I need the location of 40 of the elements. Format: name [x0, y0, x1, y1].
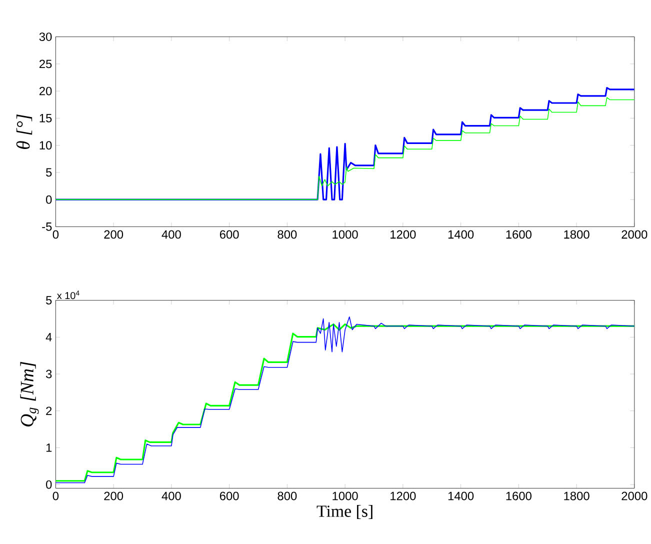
- y-tick-label: 10: [40, 141, 52, 150]
- y-tick-label: 3: [46, 370, 52, 378]
- x-tick-label: 200: [104, 230, 124, 239]
- x-tick-label: 400: [162, 492, 181, 500]
- x-tick-label: 1600: [506, 492, 532, 500]
- x-tick-label: 1000: [332, 492, 358, 500]
- x-tick-label: 2000: [622, 492, 648, 500]
- x-tick-label: 400: [162, 230, 181, 239]
- x-tick-label: 1800: [564, 492, 590, 500]
- x-tick-label: 0: [52, 230, 59, 239]
- x-tick-label: 200: [104, 492, 124, 500]
- y-tick-label: 1: [46, 444, 52, 452]
- x-tick-label: 1000: [332, 230, 358, 239]
- text: x 10$^{4}$: [56, 290, 80, 300]
- x-tick-label: 1600: [506, 230, 532, 239]
- x-axis-title: Time [s]: [316, 505, 372, 520]
- x-tick-label: 1400: [448, 230, 474, 239]
- x-tick-label: 600: [220, 230, 239, 239]
- x-tick-label: 800: [278, 492, 297, 500]
- y-tick-label: 5: [46, 168, 52, 177]
- y-tick-label: 30: [39, 32, 52, 42]
- x-tick-label: 1200: [390, 230, 416, 239]
- x-tick-label: 0: [52, 492, 59, 500]
- y-tick-label: 25: [40, 60, 52, 68]
- x-tick-label: 2000: [622, 230, 648, 239]
- x-tick-label: 1800: [564, 230, 590, 239]
- y-tick-label: 15: [40, 114, 52, 122]
- y-tick-label: 0: [46, 480, 52, 489]
- x-tick-label: 1400: [448, 492, 474, 500]
- y-axis-title: Q$_{g}$ [Nm]: [20, 362, 39, 426]
- y-tick-label: 4: [46, 333, 52, 342]
- y-tick-label: 5: [46, 296, 52, 304]
- x-tick-label: 1200: [390, 492, 416, 500]
- x-tick-label: 800: [278, 230, 297, 239]
- y-axis-title: θ [°]: [16, 114, 32, 149]
- y-tick-label: 20: [40, 86, 52, 96]
- y-tick-label: 2: [46, 406, 52, 416]
- x-tick-label: 600: [220, 492, 239, 500]
- y-tick-label: -5: [42, 222, 52, 231]
- y-tick-label: 0: [46, 195, 52, 204]
